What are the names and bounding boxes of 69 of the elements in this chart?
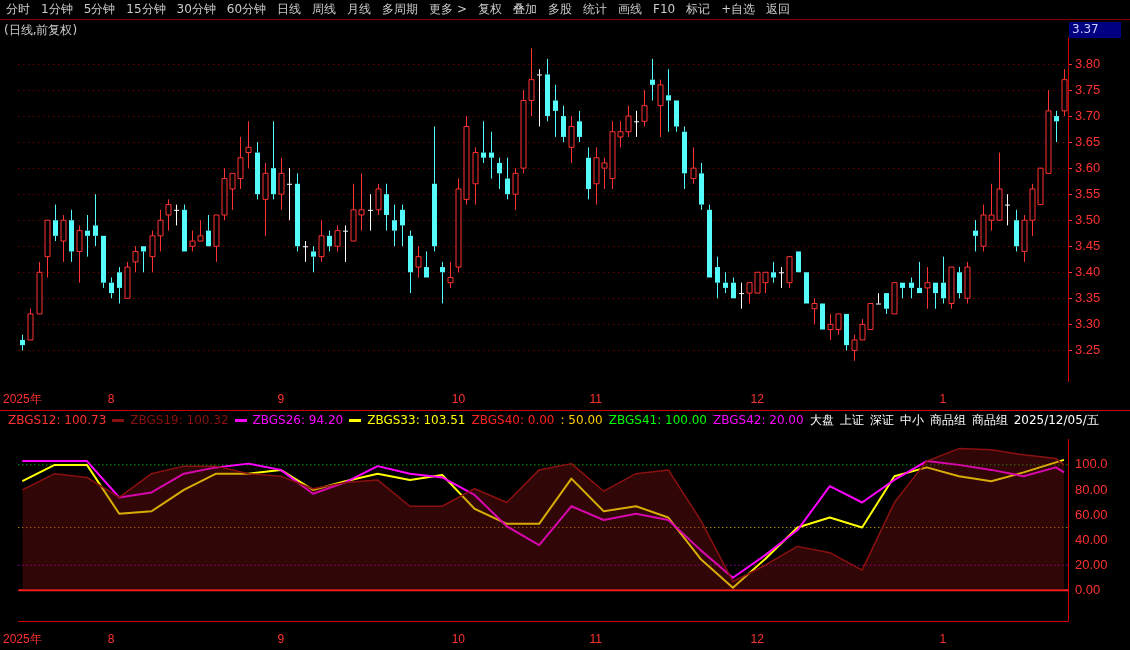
ref-line-label: ZBGS40: 0.00 [471,412,555,429]
text: 15分钟 [126,1,166,18]
text: 周线 [312,1,337,18]
y-tick-label: 3.40 [1075,263,1101,279]
text: 画线 [618,1,642,18]
legend-label: ZBGS26: 94.20 [252,412,344,429]
x-tick-label: 8 [107,632,115,647]
y-tick-label: 3.50 [1075,211,1101,227]
x-tick-label: 2025年 [3,632,42,647]
text: 1分钟 [41,1,73,18]
y-tick-label: 3.80 [1075,55,1101,71]
y-tick-label: 3.35 [1075,289,1101,305]
y-tick-label: 60.00 [1075,506,1108,522]
chart-title: (日线,前复权) [4,22,78,39]
y-tick-label: 3.70 [1075,107,1101,123]
y-tick-label: 3.55 [1075,185,1101,201]
y-tick-label: 3.45 [1075,237,1101,253]
text: 多股 [548,1,572,18]
text: 2025/12/05/五 [1013,412,1099,429]
text: 日线 [277,1,302,18]
text: 中小 [899,412,924,429]
text: 30分钟 [176,1,216,18]
x-tick-label: 11 [589,632,603,647]
y-tick-label: 0.00 [1075,581,1101,597]
text: ZBGS12: 100.73 [8,412,107,429]
text: 月线 [347,1,372,18]
text: 商品组 [929,412,966,429]
y-tick-label: 40.00 [1075,531,1108,547]
text: 标记 [686,1,711,18]
ref-line-label: ZBGS42: 20.00 [713,412,804,429]
text: 60分钟 [226,1,267,18]
text: 商品组 [971,412,1008,429]
x-tick-label: 9 [277,632,285,647]
x-tick-label: 10 [451,392,466,407]
text: 3.37 [1072,22,1099,37]
text: 深证 [869,412,894,429]
text: 大盘 [809,412,834,429]
legend-label: ZBGS19: 100.32 [130,412,229,429]
x-tick-label: 2025年 [3,392,42,407]
ref-line-label: ZBGS41: 100.00 [608,412,707,429]
text: 叠加 [513,1,537,18]
text: +自选 [721,1,756,18]
y-tick-label: 3.65 [1075,133,1101,149]
x-tick-label: 9 [277,392,285,407]
y-tick-label: 3.25 [1075,341,1101,357]
text: 更多 > [429,1,467,18]
x-tick-label: 11 [589,392,603,407]
legend-label: ZBGS33: 103.51 [367,412,466,429]
x-tick-label: 10 [451,632,466,647]
text: 多周期 [382,1,419,18]
text: F10 [653,1,676,18]
x-tick-label: 12 [750,632,765,647]
x-tick-label: 1 [939,632,947,647]
text: 分时 [6,1,30,18]
text: 5分钟 [83,1,116,18]
y-tick-label: 80.00 [1075,481,1108,497]
x-tick-label: 1 [939,392,947,407]
y-tick-label: 20.00 [1075,556,1108,572]
text: 统计 [583,1,607,18]
text: 上证 [839,412,864,429]
ref-line-label: : 50.00 [560,412,603,429]
y-tick-label: 3.75 [1075,81,1101,97]
y-tick-label: 3.60 [1075,159,1101,175]
y-tick-label: 100.0 [1075,456,1108,472]
text: 返回 [766,1,791,18]
x-tick-label: 8 [107,392,115,407]
y-tick-label: 3.30 [1075,315,1101,331]
text: 复权 [478,1,502,18]
x-tick-label: 12 [750,392,765,407]
